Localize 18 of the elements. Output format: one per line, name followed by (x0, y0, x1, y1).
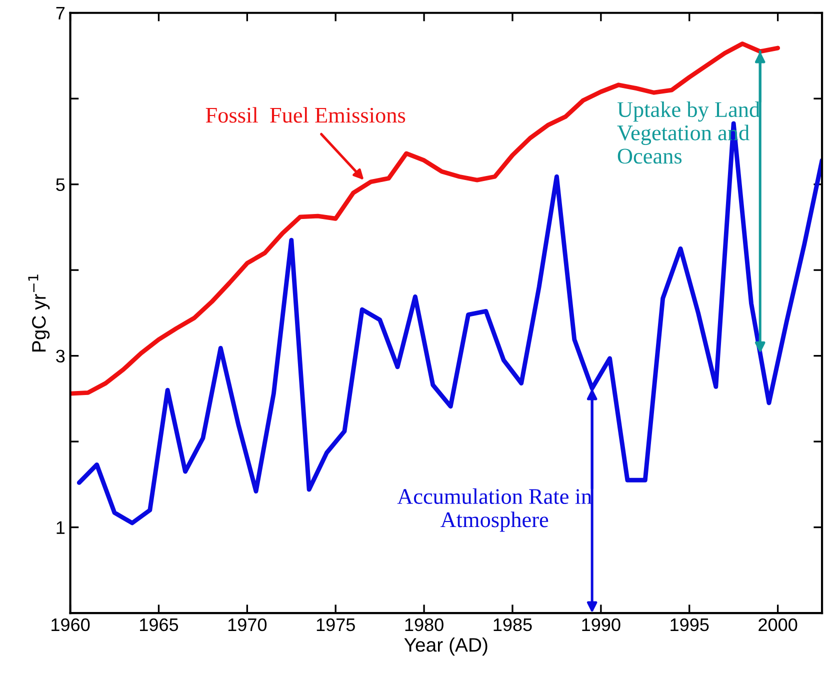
annotation: Fossil Fuel Emissions (206, 107, 406, 123)
y-tick-label: 7 (56, 6, 65, 20)
annotation: Accumulation Rate in Atmosphere (397, 488, 592, 532)
x-tick-label: 1975 (316, 618, 355, 632)
x-tick-label: 1980 (405, 618, 444, 632)
x-tick-label: 1965 (140, 618, 178, 632)
x-tick-label: 2000 (758, 618, 798, 632)
y-tick-label: 1 (56, 521, 65, 534)
line-series (70, 42, 780, 396)
x-tick-label: 1990 (582, 618, 620, 632)
x-tick-label: 1960 (52, 618, 90, 632)
x-tick-label: 1970 (228, 618, 267, 632)
x-axis-title: Year (AD) (404, 637, 488, 656)
x-tick-label: 1995 (670, 618, 709, 632)
y-axis-title: PgC yr$^{−1}$ (28, 274, 50, 352)
y-tick-label: 5 (56, 178, 65, 192)
x-tick-label: 1985 (494, 618, 532, 632)
y-tick-label: 3 (56, 350, 65, 363)
